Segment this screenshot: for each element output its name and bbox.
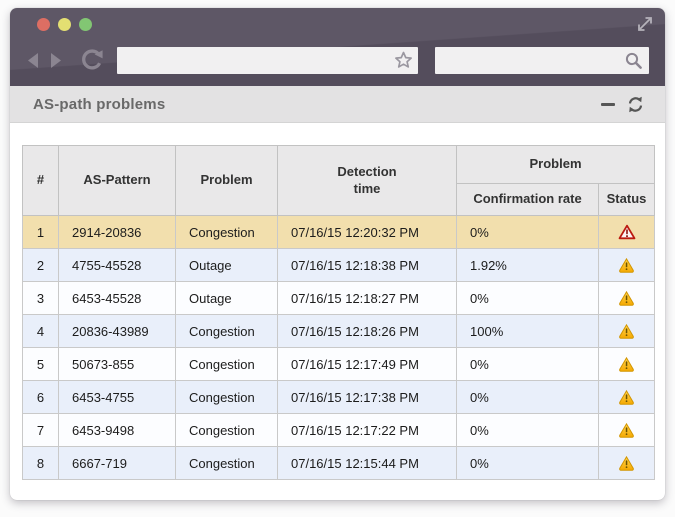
alert-warning-icon xyxy=(619,291,634,307)
status-cell xyxy=(597,446,656,480)
col-header-status: Status xyxy=(597,183,656,216)
search-icon[interactable] xyxy=(623,50,644,71)
col-header-index: # xyxy=(22,145,59,216)
window-controls xyxy=(37,18,92,31)
status-cell xyxy=(597,314,656,348)
alert-warning-icon xyxy=(619,456,634,472)
reload-button[interactable] xyxy=(80,48,104,72)
table-row[interactable]: 4 20836-43989 Congestion 07/16/15 12:18:… xyxy=(22,314,656,348)
status-cell xyxy=(597,248,656,282)
status-cell xyxy=(597,347,656,381)
status-cell xyxy=(597,413,656,447)
browser-window: AS-path problems # xyxy=(10,8,665,500)
search-input[interactable] xyxy=(435,46,624,74)
status-cell xyxy=(597,380,656,414)
sync-icon xyxy=(628,96,643,112)
forward-arrow-icon xyxy=(51,52,62,68)
panel-content: # AS-Pattern Problem Detection time Prob… xyxy=(10,123,665,480)
col-header-as-pattern: AS-Pattern xyxy=(58,145,176,216)
browser-toolbar xyxy=(10,46,665,74)
status-cell xyxy=(597,281,656,315)
alert-warning-icon xyxy=(619,423,634,439)
back-arrow-icon xyxy=(28,52,39,68)
collapse-panel-button[interactable] xyxy=(601,96,616,112)
close-window-button[interactable] xyxy=(37,18,50,31)
browser-chrome xyxy=(10,8,665,86)
alert-critical-icon xyxy=(618,225,635,240)
table-row[interactable]: 5 50673-855 Congestion 07/16/15 12:17:49… xyxy=(22,347,656,381)
table-row[interactable]: 6 6453-4755 Congestion 07/16/15 12:17:38… xyxy=(22,380,656,414)
minus-icon xyxy=(601,102,615,106)
as-path-problems-table: # AS-Pattern Problem Detection time Prob… xyxy=(22,145,656,480)
panel-title: AS-path problems xyxy=(33,95,166,113)
reload-icon xyxy=(82,49,103,70)
search-bar xyxy=(435,46,650,74)
status-cell xyxy=(597,215,656,249)
panel-header: AS-path problems xyxy=(10,86,665,123)
col-header-detection-time: Detection time xyxy=(277,145,457,216)
back-button[interactable] xyxy=(26,51,41,69)
expand-icon[interactable] xyxy=(635,14,655,34)
zoom-window-button[interactable] xyxy=(79,18,92,31)
bookmark-star-icon[interactable] xyxy=(392,49,414,71)
col-group-header-problem: Problem xyxy=(455,145,656,184)
col-header-problem: Problem xyxy=(175,145,278,216)
alert-warning-icon xyxy=(619,324,634,340)
address-bar xyxy=(117,46,419,74)
alert-warning-icon xyxy=(619,357,634,373)
refresh-panel-button[interactable] xyxy=(627,96,644,113)
address-input[interactable] xyxy=(117,46,393,74)
minimize-window-button[interactable] xyxy=(58,18,71,31)
table-row[interactable]: 8 6667-719 Congestion 07/16/15 12:15:44 … xyxy=(22,446,656,480)
panel-actions xyxy=(601,96,644,113)
table-row[interactable]: 1 2914-20836 Congestion 07/16/15 12:20:3… xyxy=(22,215,656,249)
forward-button[interactable] xyxy=(48,51,63,69)
alert-warning-icon xyxy=(619,258,634,274)
alert-warning-icon xyxy=(619,390,634,406)
table-row[interactable]: 7 6453-9498 Congestion 07/16/15 12:17:22… xyxy=(22,413,656,447)
table-row[interactable]: 2 4755-45528 Outage 07/16/15 12:18:38 PM… xyxy=(22,248,656,282)
col-header-confirmation-rate: Confirmation rate xyxy=(456,183,599,216)
table-row[interactable]: 3 6453-45528 Outage 07/16/15 12:18:27 PM… xyxy=(22,281,656,315)
